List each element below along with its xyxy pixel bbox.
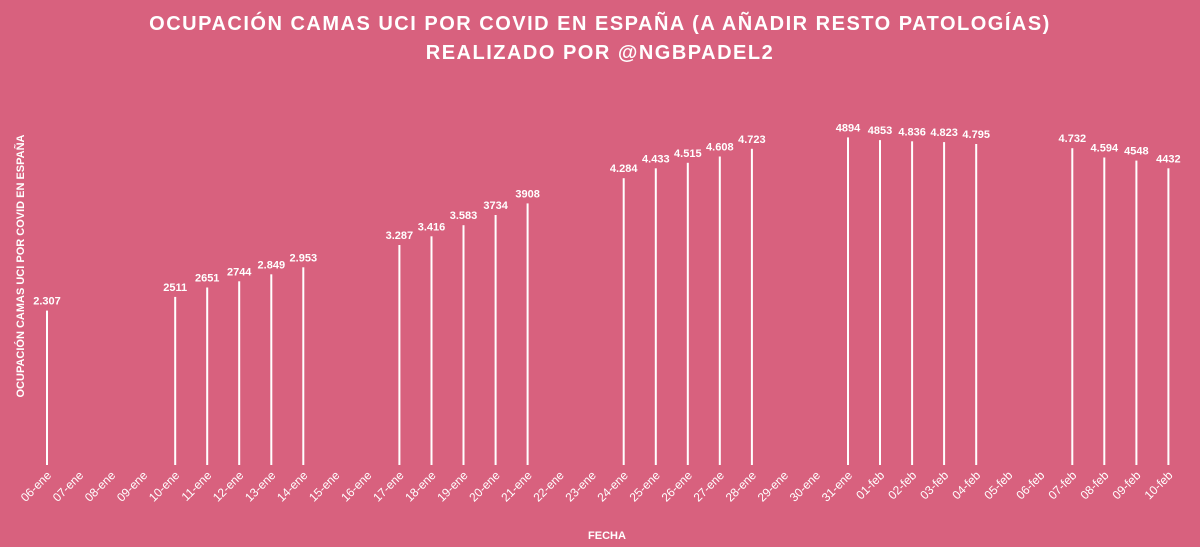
x-tick-label: 16-ene <box>338 468 375 505</box>
bar-28-ene <box>750 148 753 466</box>
bar-11-ene <box>206 287 209 465</box>
data-label: 2511 <box>163 282 187 294</box>
data-label: 2.953 <box>290 252 318 264</box>
x-tick-label: 20-ene <box>466 468 503 505</box>
data-label: 4548 <box>1124 146 1148 158</box>
bar-02-feb <box>911 141 914 466</box>
x-tick-label: 30-ene <box>787 468 824 505</box>
bar-03-feb <box>943 142 946 465</box>
bar-19-ene <box>462 225 465 465</box>
x-tick-label: 01-feb <box>853 468 887 502</box>
x-tick-label: 13-ene <box>242 468 279 505</box>
bar-14-ene <box>302 267 305 465</box>
data-label: 4432 <box>1156 153 1180 165</box>
data-label: 4.594 <box>1091 143 1119 155</box>
bar-18-ene <box>430 236 433 465</box>
x-tick-label: 21-ene <box>498 468 535 505</box>
bar-25-ene <box>654 168 657 466</box>
data-label: 4.723 <box>738 134 766 146</box>
bar-27-ene <box>718 156 721 465</box>
x-tick-label: 11-ene <box>179 468 215 504</box>
data-label: 4.836 <box>898 126 926 138</box>
data-label: 3908 <box>515 188 539 200</box>
x-tick-label: 06-feb <box>1013 468 1047 502</box>
bar-17-ene <box>398 245 401 465</box>
data-label: 4.433 <box>642 153 670 165</box>
x-tick-label: 31-ene <box>819 468 856 505</box>
x-tick-label: 29-ene <box>755 468 792 505</box>
data-label: 3.583 <box>450 210 478 222</box>
x-tick-label: 22-ene <box>530 468 567 505</box>
bar-08-feb <box>1103 157 1106 465</box>
bar-07-feb <box>1071 148 1074 465</box>
x-tick-label: 25-ene <box>627 468 664 505</box>
data-label: 4.515 <box>674 148 702 160</box>
x-tick-label: 17-ene <box>370 468 407 505</box>
data-label: 4.795 <box>962 129 990 141</box>
x-tick-label: 15-ene <box>306 468 343 505</box>
x-tick-label: 14-ene <box>274 468 311 505</box>
x-tick-label: 07-feb <box>1045 468 1079 502</box>
x-tick-label: 24-ene <box>595 468 632 505</box>
bar-20-ene <box>494 215 497 465</box>
chart-title-line-2: REALIZADO POR @NGBPADEL2 <box>426 42 774 64</box>
x-tick-label: 23-ene <box>562 468 599 505</box>
data-label: 2651 <box>195 273 219 285</box>
x-tick-label: 18-ene <box>402 468 439 505</box>
x-tick-label: 09-feb <box>1110 468 1144 502</box>
x-axis-title: FECHA <box>588 530 626 542</box>
data-label: 4.608 <box>706 142 734 154</box>
x-tick-label: 02-feb <box>885 468 919 502</box>
data-label: 3.287 <box>386 230 414 242</box>
bar-24-ene <box>622 178 625 465</box>
x-tick-label: 09-ene <box>114 468 151 505</box>
x-tick-label: 28-ene <box>723 468 760 505</box>
bar-26-ene <box>686 162 689 466</box>
data-label: 4.823 <box>930 127 958 139</box>
x-tick-label: 27-ene <box>691 468 728 505</box>
data-label: 2.307 <box>33 296 61 308</box>
x-tick-label: 05-feb <box>981 468 1015 502</box>
data-label: 2.849 <box>258 259 286 271</box>
bar-12-ene <box>238 281 241 465</box>
x-tick-label: 08-ene <box>82 468 119 505</box>
x-tick-label: 06-ene <box>18 468 55 505</box>
bar-13-ene <box>270 274 273 465</box>
data-label: 4853 <box>868 125 892 137</box>
x-tick-label: 04-feb <box>949 468 983 502</box>
data-label: 3734 <box>483 200 508 212</box>
x-tick-label: 08-feb <box>1077 468 1111 502</box>
bar-09-feb <box>1135 160 1138 465</box>
bar-21-ene <box>526 203 529 465</box>
data-label: 4.284 <box>610 163 638 175</box>
bar-06-ene <box>46 310 48 465</box>
bar-04-feb <box>975 144 978 465</box>
data-label: 3.416 <box>418 221 446 233</box>
x-tick-label: 03-feb <box>917 468 951 502</box>
x-tick-label: 19-ene <box>434 468 471 505</box>
x-tick-label: 12-ene <box>210 468 247 505</box>
chart-title-line-1: OCUPACIÓN CAMAS UCI POR COVID EN ESPAÑA … <box>149 11 1051 35</box>
bar-10-ene <box>174 296 177 465</box>
bars <box>46 137 1170 466</box>
x-tick-labels: 06-ene07-ene08-ene09-ene10-ene11-ene12-e… <box>18 468 1176 505</box>
data-label: 4.732 <box>1059 133 1087 145</box>
bar-10-feb <box>1167 168 1170 466</box>
bar-01-feb <box>879 140 881 465</box>
data-labels: 2.307 2511 2651 2744 2.849 2.953 3.287 3.416 3.5… <box>33 122 1180 307</box>
y-axis-title: OCUPACIÓN CAMAS UCI POR COVID EN ESPAÑA <box>14 134 27 397</box>
x-tick-label: 10-ene <box>146 468 183 505</box>
x-tick-label: 26-ene <box>659 468 696 505</box>
data-label: 4894 <box>836 122 861 134</box>
bar-31-ene <box>847 137 849 465</box>
x-tick-label: 07-ene <box>50 468 87 505</box>
data-label: 2744 <box>227 266 252 278</box>
x-tick-label: 10-feb <box>1142 468 1176 502</box>
